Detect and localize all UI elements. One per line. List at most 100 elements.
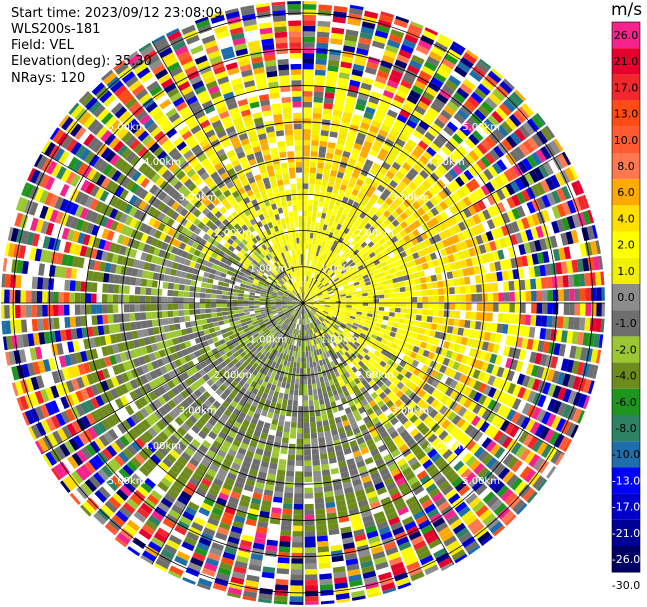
velocity-gate	[420, 426, 430, 436]
velocity-gate	[306, 221, 311, 228]
velocity-gate	[260, 577, 275, 585]
velocity-gate	[440, 348, 448, 357]
velocity-gate	[324, 274, 330, 280]
velocity-gate	[202, 527, 216, 537]
velocity-gate	[339, 324, 346, 330]
velocity-gate	[249, 328, 256, 333]
velocity-gate	[499, 356, 508, 368]
velocity-gate	[417, 39, 432, 51]
velocity-gate	[45, 387, 55, 401]
velocity-gate	[326, 147, 335, 154]
velocity-gate	[311, 278, 316, 284]
velocity-gate	[355, 103, 366, 112]
velocity-gate	[322, 419, 329, 427]
velocity-gate	[325, 351, 331, 358]
velocity-gate	[468, 247, 476, 257]
velocity-gate	[237, 550, 250, 559]
velocity-gate	[399, 462, 410, 472]
velocity-gate	[522, 121, 535, 136]
velocity-gate	[122, 361, 131, 372]
velocity-gate	[347, 181, 356, 189]
velocity-gate	[390, 561, 405, 572]
velocity-gate	[383, 387, 392, 396]
velocity-gate	[304, 308, 307, 314]
velocity-gate	[308, 260, 312, 266]
velocity-gate	[341, 385, 348, 393]
velocity-gate	[266, 339, 273, 346]
velocity-gate	[462, 328, 470, 337]
velocity-gate	[123, 523, 137, 537]
velocity-gate	[313, 200, 319, 207]
velocity-gate	[488, 92, 502, 106]
velocity-gate	[230, 347, 238, 355]
velocity-gate	[129, 402, 139, 413]
velocity-gate	[508, 495, 522, 510]
velocity-gate	[370, 91, 382, 100]
velocity-gate	[289, 327, 294, 334]
velocity-gate	[213, 502, 226, 512]
velocity-gate	[296, 362, 300, 369]
velocity-gate	[42, 359, 51, 372]
velocity-gate	[24, 348, 32, 362]
velocity-gate	[119, 383, 129, 395]
velocity-gate	[300, 324, 302, 331]
velocity-gate	[324, 306, 330, 309]
velocity-gate	[121, 419, 132, 431]
velocity-gate	[325, 368, 331, 376]
velocity-gate	[399, 286, 406, 293]
velocity-gate	[45, 451, 57, 466]
velocity-gate	[411, 149, 422, 159]
velocity-gate	[468, 475, 480, 488]
velocity-gate	[402, 74, 415, 85]
velocity-gate	[326, 269, 332, 275]
velocity-gate	[434, 331, 442, 339]
velocity-gate	[407, 254, 415, 262]
velocity-gate	[163, 373, 172, 382]
velocity-gate	[494, 261, 502, 271]
velocity-gate	[361, 312, 368, 317]
velocity-gate	[346, 322, 353, 328]
velocity-gate	[325, 267, 331, 274]
velocity-gate	[227, 404, 235, 413]
velocity-gate	[303, 313, 305, 320]
velocity-gate	[184, 354, 192, 363]
velocity-gate	[364, 456, 374, 465]
velocity-gate	[313, 350, 318, 357]
velocity-gate	[316, 421, 323, 428]
velocity-gate	[472, 430, 484, 442]
velocity-gate	[276, 307, 282, 311]
velocity-gate	[358, 321, 366, 326]
velocity-gate	[316, 268, 321, 274]
velocity-gate	[449, 153, 460, 164]
velocity-gate	[247, 385, 255, 393]
velocity-gate	[206, 318, 213, 324]
velocity-gate	[282, 398, 288, 406]
velocity-gate	[421, 392, 431, 402]
velocity-gate	[376, 346, 384, 353]
velocity-gate	[465, 492, 478, 505]
velocity-gate	[305, 254, 308, 260]
velocity-gate	[223, 388, 232, 396]
velocity-gate	[380, 404, 389, 413]
velocity-gate	[287, 459, 295, 466]
velocity-gate	[358, 344, 365, 351]
velocity-gate	[416, 422, 427, 432]
velocity-gate	[434, 456, 445, 467]
velocity-gate	[372, 476, 383, 486]
velocity-gate	[576, 258, 584, 273]
velocity-gate	[413, 510, 426, 521]
velocity-gate	[75, 404, 86, 417]
velocity-gate	[272, 446, 281, 454]
velocity-gate	[431, 379, 440, 388]
velocity-gate	[303, 303, 305, 309]
velocity-gate	[380, 338, 388, 345]
velocity-gate	[325, 285, 332, 290]
velocity-gate	[373, 259, 381, 266]
velocity-gate	[315, 338, 319, 345]
velocity-gate	[179, 356, 187, 365]
velocity-gate	[296, 312, 300, 319]
velocity-gate	[494, 463, 506, 477]
velocity-gate	[283, 342, 288, 349]
velocity-gate	[404, 262, 412, 269]
velocity-gate	[323, 235, 328, 242]
